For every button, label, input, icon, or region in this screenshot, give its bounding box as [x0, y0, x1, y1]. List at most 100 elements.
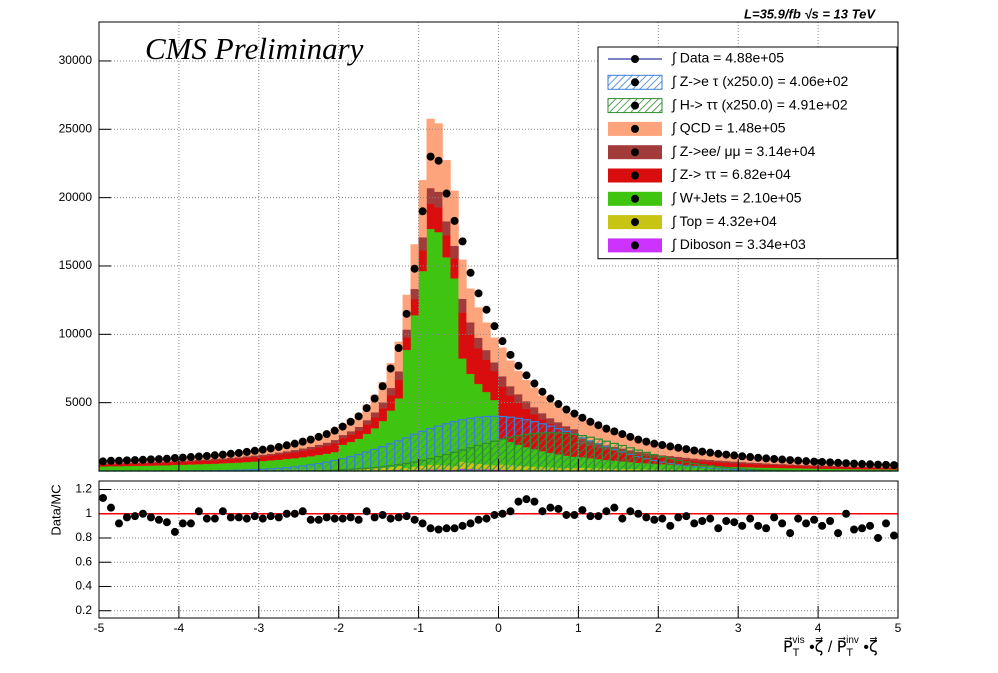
stack-bar: [466, 334, 475, 375]
stack-bar: [370, 417, 379, 429]
ratio-point: [370, 513, 379, 522]
ratio-point: [714, 524, 723, 533]
stack-bar: [266, 455, 275, 461]
data-point: [610, 427, 619, 436]
data-point: [882, 460, 891, 469]
stack-bar: [274, 452, 283, 455]
signal-bar: [609, 442, 619, 472]
x-tick-label: -2: [333, 621, 344, 635]
signal-bar: [521, 433, 532, 472]
data-point: [122, 456, 131, 465]
signal-bar: [513, 435, 524, 472]
ratio-point: [506, 507, 515, 516]
ratio-point: [706, 514, 715, 523]
data-point: [810, 457, 819, 466]
stack-bar: [322, 445, 331, 454]
stack-bar: [785, 465, 795, 469]
data-point: [802, 457, 811, 466]
legend-label: ∫ Z->ee/ μμ = 3.14e+04: [671, 143, 816, 159]
data-point: [858, 460, 867, 469]
legend-marker: [631, 78, 639, 87]
ratio-point: [578, 506, 587, 515]
stack-bar: [402, 337, 411, 351]
data-point: [218, 450, 227, 459]
data-point: [426, 152, 435, 161]
data-point: [330, 426, 339, 435]
stack-bar: [234, 462, 243, 471]
legend-label: ∫ Z->e τ (x250.0) = 4.06e+02: [671, 73, 849, 89]
legend-label: ∫ W+Jets = 2.10e+05: [671, 190, 802, 206]
ratio-point: [562, 510, 571, 519]
stack-bar: [154, 462, 164, 466]
y-tick-label: 0.6: [75, 554, 92, 568]
stack-bar: [130, 465, 140, 471]
ratio-point: [802, 519, 811, 528]
ratio-point: [266, 512, 275, 521]
x-tick-label: -1: [413, 621, 424, 635]
data-point: [266, 444, 275, 453]
ratio-point: [842, 509, 851, 518]
stack-bar: [114, 466, 124, 471]
stack-bar: [442, 234, 451, 258]
y-tick-label: 5000: [65, 395, 92, 409]
stack-bar: [170, 464, 180, 471]
ratio-point: [298, 507, 307, 516]
data-point: [466, 268, 475, 277]
data-point: [538, 387, 547, 396]
stack-bar: [370, 412, 379, 418]
stack-bar: [162, 465, 172, 471]
stack-bar: [410, 298, 419, 316]
stack-bar: [498, 376, 507, 387]
stack-bar: [778, 465, 787, 469]
signal-bar: [489, 440, 500, 472]
data-point: [850, 459, 859, 468]
chart-title: CMS Preliminary: [145, 31, 364, 66]
stack-bar: [242, 461, 251, 471]
stack-bar: [434, 207, 443, 233]
ratio-point: [322, 513, 331, 522]
ratio-point: [642, 513, 651, 522]
data-point: [626, 432, 635, 441]
ratio-point: [114, 519, 123, 528]
stack-bar: [442, 221, 451, 236]
ratio-point: [482, 514, 491, 523]
ratio-point: [226, 513, 235, 522]
stack-bar: [474, 348, 483, 385]
stack-bar: [298, 450, 307, 458]
ratio-point: [722, 517, 731, 526]
stack-bar: [394, 371, 403, 381]
x-tick-label: 5: [895, 621, 902, 635]
data-point: [418, 207, 427, 216]
signal-bar: [657, 456, 667, 472]
stack-bar: [714, 460, 723, 463]
stack-bar: [698, 459, 707, 462]
stack-bar: [466, 322, 475, 335]
stack-bar: [682, 457, 691, 460]
stack-bar: [218, 463, 227, 471]
ratio-point: [858, 524, 867, 533]
data-point: [818, 457, 827, 466]
signal-bar: [449, 451, 460, 472]
data-point: [634, 435, 643, 444]
data-point: [890, 461, 899, 470]
data-point: [458, 237, 467, 246]
stack-bar: [170, 461, 180, 466]
ratio-point: [730, 518, 739, 527]
data-point: [730, 451, 739, 460]
stack-bar: [258, 454, 267, 457]
data-point: [482, 305, 491, 314]
data-point: [234, 448, 243, 457]
data-point: [562, 405, 571, 414]
ratio-point: [138, 509, 147, 518]
stack-bar: [514, 394, 523, 403]
ratio-point: [866, 521, 875, 530]
ratio-point: [618, 514, 627, 523]
ratio-point: [202, 514, 211, 523]
ratio-point: [818, 521, 827, 530]
ratio-point: [258, 514, 267, 523]
ratio-point: [770, 513, 779, 522]
stack-bar: [770, 464, 779, 469]
ratio-point: [538, 507, 547, 516]
legend-label: ∫ H-> ττ (x250.0) = 4.91e+02: [671, 96, 848, 112]
stack-bar: [234, 458, 243, 463]
